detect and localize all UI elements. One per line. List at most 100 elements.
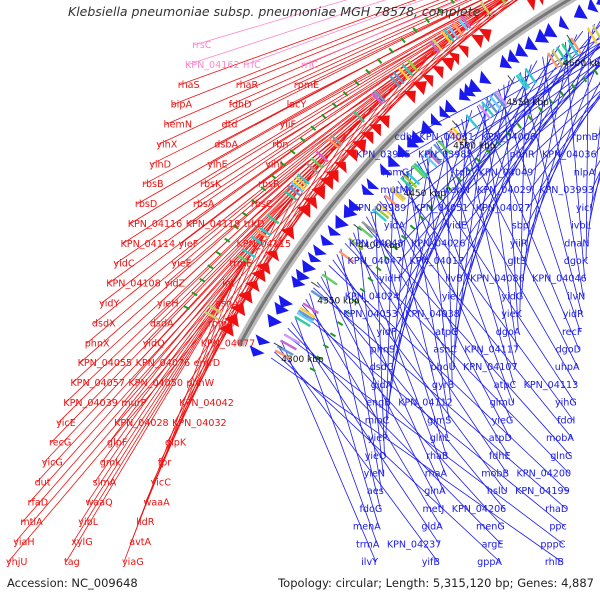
- forward-cog-band: [371, 92, 384, 105]
- scale-label: 4550 kbp: [506, 98, 549, 108]
- gene-label: yihD: [149, 159, 171, 170]
- gene-leader-line: [216, 33, 456, 304]
- backbone-core: [238, 0, 572, 346]
- gene-leader-line: [252, 0, 517, 205]
- gene-label: yidQ: [143, 338, 165, 349]
- gene-leader-line: [365, 216, 509, 457]
- reverse-gene-arrow: [479, 70, 492, 84]
- gene-label: KPN_04115: [237, 239, 292, 250]
- forward-gene-arrow: [478, 28, 492, 43]
- gene-label: slmA: [93, 478, 117, 489]
- gene-leader-line: [503, 84, 519, 332]
- gene-label: rpmE: [294, 80, 319, 91]
- scale-label: 4400 kbp: [358, 241, 401, 251]
- outer-dot-mark: [251, 198, 257, 205]
- gene-label: KPN_04029: [477, 185, 532, 196]
- reverse-cog-band: [389, 188, 405, 202]
- gene-leader-line: [298, 310, 566, 527]
- gene-label: KPN_04199: [515, 486, 570, 497]
- forward-gene-arrow: [376, 115, 390, 129]
- reverse-cog-band: [427, 148, 443, 164]
- reverse-gene-arrow: [388, 154, 401, 167]
- gene-label: KPN_04237: [387, 539, 442, 550]
- scale-tick: [400, 170, 409, 178]
- reverse-cog-band: [492, 92, 506, 108]
- outer-dot-mark: [412, 27, 418, 34]
- gene-leader-line: [301, 304, 504, 527]
- gene-label: rpmB: [572, 132, 598, 143]
- reverse-cog-band: [400, 176, 415, 191]
- forward-cog-band: [480, 1, 491, 15]
- gene-leader-line: [274, 351, 501, 563]
- gene-label: yihX: [156, 139, 177, 150]
- gene-leader-line: [445, 132, 453, 385]
- gene-label: rhaR: [236, 80, 259, 91]
- gene-label: dsbA: [214, 139, 238, 150]
- gene-label: yieG: [492, 415, 514, 426]
- gene-labels: yhjU tag yiaG yiaH xylG avtA mtlA yibL lldR rfaD w…: [6, 40, 598, 568]
- gene-label: mioC: [365, 415, 390, 426]
- reverse-cog-band: [376, 202, 393, 216]
- gene-label: KPN_04024: [345, 291, 400, 302]
- gene-leader-line: [471, 55, 600, 138]
- inner-dot-mark: [537, 106, 544, 113]
- scale-label: 4450 kbp: [403, 189, 446, 199]
- gene-leader-line: [344, 243, 570, 474]
- outer-dot-mark: [232, 224, 239, 230]
- inner-dot-mark: [527, 114, 533, 121]
- gene-label: dsdC: [370, 362, 394, 373]
- reverse-gene-arrow: [307, 251, 322, 263]
- inner-dot-mark: [593, 69, 599, 76]
- gene-leader-line: [237, 0, 449, 86]
- gene-leader-line: [36, 228, 270, 483]
- gene-label: engB: [366, 398, 391, 409]
- gene-leader-line: [397, 180, 574, 421]
- gene-label: aes: [367, 486, 384, 497]
- gene-label: KPN_04057: [70, 378, 125, 389]
- gene-label: yihE: [207, 159, 228, 170]
- gene-label: rbsR: [258, 179, 280, 190]
- gene-label: lacY: [287, 100, 307, 111]
- outer-dot-mark: [424, 17, 430, 24]
- forward-gene-arrow: [431, 65, 444, 79]
- forward-gene-arrow: [412, 81, 427, 96]
- gene-label: yiaG: [122, 557, 144, 568]
- gene-label: lldR: [136, 517, 154, 528]
- reverse-cog-band: [405, 171, 421, 186]
- reverse-cog-band: [567, 39, 579, 56]
- gene-leader-line: [340, 248, 383, 492]
- gene-label: rhaA: [425, 469, 448, 480]
- gene-label: rbsC: [251, 199, 273, 210]
- gene-label: tag: [64, 557, 80, 568]
- reverse-cog-band: [484, 97, 499, 114]
- inner-dot-mark: [409, 224, 416, 230]
- gene-leader-line: [107, 27, 464, 284]
- forward-cog-band: [397, 67, 410, 80]
- gene-label: metJ: [422, 504, 444, 515]
- gene-label: KPN_04032: [172, 418, 227, 429]
- reverse-gene-arrow: [573, 4, 588, 19]
- gene-label: KPN_04117: [464, 345, 519, 356]
- forward-cog-band: [283, 189, 298, 201]
- gene-leader-line: [453, 114, 468, 368]
- gene-label: yieH: [157, 299, 178, 310]
- gene-label: menA: [353, 522, 381, 533]
- gene-label: argE: [482, 539, 504, 550]
- gene-label: KPN_04086: [470, 274, 525, 285]
- gene-label: KPN_04114: [121, 239, 176, 250]
- gene-label: wabN: [443, 185, 470, 196]
- outer-dot-mark: [321, 113, 327, 120]
- gene-leader-line: [14, 299, 224, 543]
- reverse-cog-band: [371, 208, 387, 222]
- gene-leader-line: [379, 200, 573, 439]
- gene-label: yibL: [78, 517, 98, 528]
- gene-label: KPN_04031: [419, 132, 474, 143]
- gene-label: uhpA: [555, 362, 580, 373]
- forward-gene-arrow: [421, 74, 434, 88]
- gene-leader-line: [29, 251, 254, 503]
- forward-cog-band: [431, 38, 443, 52]
- gene-label: glnL: [430, 433, 451, 444]
- forward-cog-band: [443, 28, 455, 43]
- inner-dot-mark: [316, 355, 323, 361]
- forward-cog-band: [330, 134, 343, 147]
